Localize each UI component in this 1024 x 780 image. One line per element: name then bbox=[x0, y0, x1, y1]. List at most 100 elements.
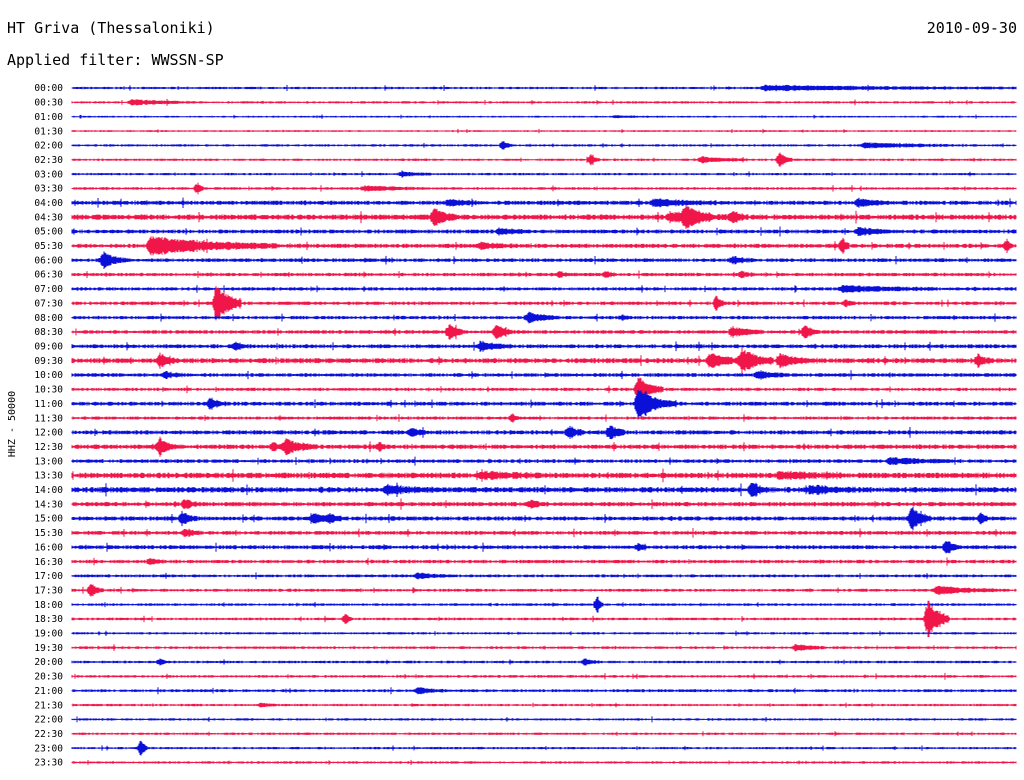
trace-row-1530 bbox=[71, 528, 1017, 538]
trace-row-1500 bbox=[71, 506, 1017, 531]
trace-row-2130 bbox=[71, 702, 1017, 708]
row-label: 10:00 bbox=[34, 370, 63, 381]
row-label: 13:00 bbox=[34, 456, 63, 467]
trace-row-1130 bbox=[71, 413, 1017, 423]
row-label: 19:30 bbox=[34, 643, 63, 654]
row-label: 07:00 bbox=[34, 284, 63, 295]
row-label: 05:00 bbox=[34, 227, 63, 238]
trace-row-1300 bbox=[71, 456, 1017, 466]
row-label: 01:30 bbox=[34, 126, 63, 137]
row-label: 11:30 bbox=[34, 413, 63, 424]
trace-row-2330 bbox=[71, 759, 1017, 765]
trace-row-1830 bbox=[71, 600, 1017, 638]
trace-row-1700 bbox=[71, 572, 1017, 580]
trace-row-0400 bbox=[71, 197, 1017, 208]
trace-row-0330 bbox=[71, 182, 1017, 195]
row-label: 22:30 bbox=[34, 729, 63, 740]
trace-row-0430 bbox=[71, 205, 1017, 229]
trace-row-0200 bbox=[71, 141, 1017, 150]
trace-group bbox=[71, 84, 1017, 765]
trace-row-2000 bbox=[71, 658, 1017, 666]
trace-row-1900 bbox=[71, 630, 1017, 636]
trace-row-1000 bbox=[71, 370, 1017, 380]
row-label: 15:30 bbox=[34, 528, 63, 539]
row-label: 04:00 bbox=[34, 198, 63, 209]
row-label: 12:00 bbox=[34, 428, 63, 439]
row-label: 20:30 bbox=[34, 672, 63, 683]
trace-row-0230 bbox=[71, 152, 1017, 167]
trace-row-1200 bbox=[71, 425, 1017, 440]
row-label: 15:00 bbox=[34, 514, 63, 525]
trace-row-2300 bbox=[71, 740, 1017, 756]
row-label: 13:30 bbox=[34, 471, 63, 482]
row-label: 19:00 bbox=[34, 629, 63, 640]
trace-row-0830 bbox=[71, 324, 1017, 340]
trace-row-0900 bbox=[71, 340, 1017, 352]
row-label: 11:00 bbox=[34, 399, 63, 410]
trace-row-1800 bbox=[71, 596, 1017, 613]
trace-row-0730 bbox=[71, 286, 1017, 321]
row-label: 17:30 bbox=[34, 586, 63, 597]
row-label: 06:30 bbox=[34, 270, 63, 281]
row-label: 07:30 bbox=[34, 298, 63, 309]
row-label: 23:00 bbox=[34, 743, 63, 754]
channel-label: HHZ - 50000 bbox=[7, 391, 18, 457]
trace-row-0700 bbox=[71, 285, 1017, 293]
trace-row-1030 bbox=[71, 377, 1017, 402]
trace-row-1930 bbox=[71, 644, 1017, 652]
station-title: HT Griva (Thessaloniki) bbox=[7, 19, 215, 37]
trace-row-1100 bbox=[71, 390, 1017, 418]
row-label: 03:30 bbox=[34, 184, 63, 195]
row-label: 20:00 bbox=[34, 657, 63, 668]
row-label: 12:30 bbox=[34, 442, 63, 453]
row-label: 14:00 bbox=[34, 485, 63, 496]
filter-line: Applied filter: WWSSN-SP bbox=[7, 53, 224, 68]
row-label: 09:30 bbox=[34, 356, 63, 367]
trace-row-0630 bbox=[71, 270, 1017, 279]
row-label: 22:00 bbox=[34, 715, 63, 726]
row-label: 18:30 bbox=[34, 614, 63, 625]
row-label: 09:00 bbox=[34, 342, 63, 353]
row-label: 21:30 bbox=[34, 700, 63, 711]
trace-row-1600 bbox=[71, 541, 1017, 554]
row-label: 17:00 bbox=[34, 571, 63, 582]
trace-row-0500 bbox=[71, 226, 1017, 237]
trace-row-1630 bbox=[71, 557, 1017, 566]
trace-row-0030 bbox=[71, 98, 1017, 106]
trace-row-1430 bbox=[71, 498, 1017, 510]
row-label: 14:30 bbox=[34, 499, 63, 510]
trace-row-2200 bbox=[71, 716, 1017, 723]
row-label: 01:00 bbox=[34, 112, 63, 123]
row-label: 03:00 bbox=[34, 169, 63, 180]
trace-row-0530 bbox=[71, 236, 1017, 256]
trace-row-1400 bbox=[71, 482, 1017, 497]
row-label-group: 00:00 00:30 01:00 01:30 02:00 02:30 03:00 03:30… bbox=[34, 83, 63, 768]
row-label: 08:00 bbox=[34, 313, 63, 324]
trace-row-2030 bbox=[71, 672, 1017, 680]
trace-row-1230 bbox=[71, 436, 1017, 457]
row-label: 02:00 bbox=[34, 141, 63, 152]
row-label: 00:30 bbox=[34, 98, 63, 109]
trace-row-0800 bbox=[71, 311, 1017, 324]
row-label: 08:30 bbox=[34, 327, 63, 338]
trace-row-0300 bbox=[71, 170, 1017, 178]
row-label: 10:30 bbox=[34, 385, 63, 396]
trace-row-0130 bbox=[71, 128, 1017, 134]
row-label: 21:00 bbox=[34, 686, 63, 697]
trace-row-1730 bbox=[71, 584, 1017, 597]
row-label: 02:30 bbox=[34, 155, 63, 166]
trace-row-0600 bbox=[71, 251, 1017, 269]
trace-row-0100 bbox=[71, 114, 1017, 119]
row-label: 23:30 bbox=[34, 758, 63, 769]
trace-row-0000 bbox=[71, 84, 1017, 92]
row-label: 06:00 bbox=[34, 255, 63, 266]
trace-row-2100 bbox=[71, 687, 1017, 695]
trace-row-2230 bbox=[71, 731, 1017, 737]
trace-row-1330 bbox=[71, 468, 1017, 483]
row-label: 00:00 bbox=[34, 83, 63, 94]
row-label: 05:30 bbox=[34, 241, 63, 252]
filter-value: WWSSN-SP bbox=[151, 51, 224, 69]
trace-row-0930 bbox=[71, 347, 1017, 374]
